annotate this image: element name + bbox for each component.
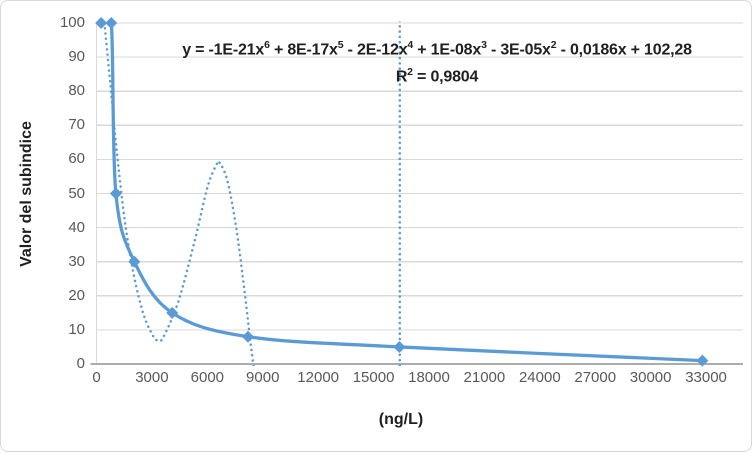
x-tick-label: 3000 — [135, 369, 169, 386]
y-tick-label: 10 — [68, 320, 85, 338]
y-tick-label: 70 — [68, 116, 85, 134]
y-tick-label: 40 — [68, 218, 85, 236]
data-point-marker — [109, 187, 122, 200]
y-tick-label: 0 — [76, 355, 85, 372]
y-tick-label: 60 — [68, 150, 85, 168]
data-point-marker — [105, 17, 118, 29]
x-tick-label: 9000 — [246, 369, 280, 386]
data-point-marker — [393, 340, 406, 353]
data-point-marker — [696, 354, 709, 367]
x-tick-label: 6000 — [190, 369, 225, 386]
data-point-marker — [128, 255, 141, 268]
x-tick-label: 24000 — [518, 369, 561, 386]
y-tick-label: 50 — [68, 184, 85, 202]
x-tick-label: 18000 — [408, 369, 450, 386]
data-point-marker — [95, 17, 108, 29]
x-tick-label: 12000 — [297, 369, 340, 386]
x-tick-label: 30000 — [629, 369, 672, 386]
y-tick-label: 100 — [59, 14, 85, 31]
y-tick-label: 80 — [68, 82, 85, 100]
y-tick-label: 90 — [68, 48, 85, 66]
y-tick-label: 30 — [68, 252, 85, 270]
trendline-label: y = -1E-21x6 + 8E-17x5 - 2E-12x4 + 1E-08… — [131, 34, 743, 89]
trendline-path — [103, 21, 255, 366]
r-squared-label: R2 = 0,9804 — [395, 66, 479, 86]
x-tick-label: 27000 — [574, 369, 617, 386]
trendline-equation: y = -1E-21x6 + 8E-17x5 - 2E-12x4 + 1E-08… — [182, 39, 692, 59]
y-tick-label: 20 — [68, 286, 85, 304]
x-tick-label: 33000 — [685, 369, 727, 386]
x-tick-label: 0 — [92, 369, 101, 386]
x-tick-label: 21000 — [463, 369, 506, 386]
data-point-marker — [241, 330, 254, 343]
data-point-marker — [166, 306, 179, 319]
x-axis-title: (ng/L) — [378, 411, 424, 428]
x-tick-label: 15000 — [352, 369, 395, 386]
